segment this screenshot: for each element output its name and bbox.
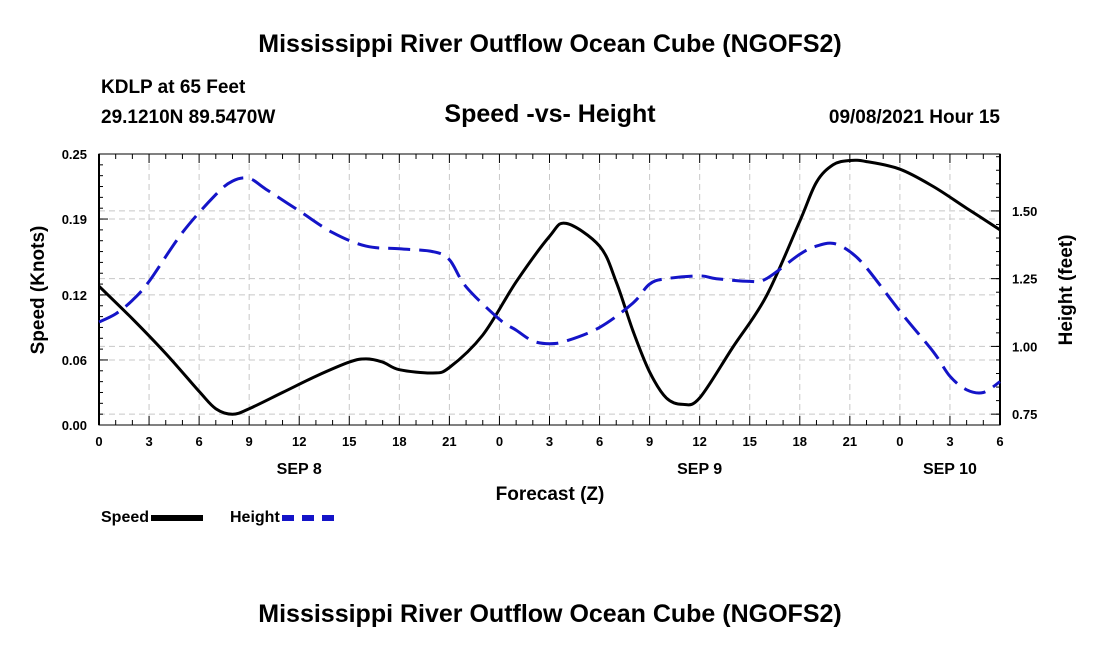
- y2-tick-label: 0.75: [1012, 407, 1037, 422]
- y2-tick-label: 1.50: [1012, 204, 1037, 219]
- x-tick-label: 9: [646, 434, 653, 449]
- tick-labels: 0 3 6 9 12 15 18 21 0 3 6 9 12 15 18 21 0 3 6 0.00 0.06 0.12 0…: [62, 147, 1038, 478]
- date-label: SEP 8: [277, 461, 322, 478]
- x-tick-label: 15: [742, 434, 756, 449]
- x-tick-label: 21: [442, 434, 456, 449]
- y2-tick-label: 1.25: [1012, 272, 1037, 287]
- legend-height-label: Height: [230, 509, 280, 526]
- y-tick-label: 0.00: [62, 418, 87, 433]
- series-lines: [97, 158, 1001, 416]
- ticks: [98, 153, 1001, 426]
- x-tick-label: 12: [292, 434, 306, 449]
- x-tick-label: 6: [195, 434, 202, 449]
- chart-title: Mississippi River Outflow Ocean Cube (NG…: [258, 30, 842, 58]
- x-tick-label: 18: [392, 434, 406, 449]
- chart-subtitle: Speed -vs- Height: [444, 100, 656, 128]
- footer-title: Mississippi River Outflow Ocean Cube (NG…: [258, 600, 842, 628]
- x-tick-label: 12: [692, 434, 706, 449]
- height-series-line: [98, 176, 1001, 395]
- grid-lines: [99, 154, 1000, 425]
- date-label: SEP 10: [923, 461, 977, 478]
- x-tick-label: 21: [843, 434, 857, 449]
- timestamp-label: 09/08/2021 Hour 15: [828, 107, 1000, 128]
- date-label: SEP 9: [677, 461, 722, 478]
- y-tick-label: 0.12: [62, 288, 87, 303]
- station-label: KDLP at 65 Feet: [101, 77, 246, 98]
- x-tick-label: 15: [342, 434, 356, 449]
- y-axis-label: Speed (Knots): [28, 226, 49, 355]
- legend-height: Height: [230, 509, 334, 527]
- x-tick-label: 6: [596, 434, 603, 449]
- x-tick-label: 0: [496, 434, 503, 449]
- x-tick-label: 3: [145, 434, 152, 449]
- legend-speed-label: Speed: [101, 509, 150, 526]
- x-tick-label: 0: [95, 434, 102, 449]
- y-tick-label: 0.25: [62, 147, 87, 162]
- x-tick-label: 3: [546, 434, 553, 449]
- x-tick-label: 6: [996, 434, 1003, 449]
- speed-series-line: [97, 158, 1001, 416]
- y2-axis-label: Height (feet): [1056, 235, 1077, 346]
- y-tick-label: 0.19: [62, 212, 87, 227]
- x-axis-label: Forecast (Z): [496, 484, 605, 505]
- location-label: 29.1210N 89.5470W: [101, 107, 276, 128]
- y-tick-label: 0.06: [62, 353, 87, 368]
- legend-height-swatch: [281, 515, 334, 521]
- y2-tick-label: 1.00: [1012, 339, 1037, 354]
- legend-speed-swatch: [151, 515, 204, 521]
- x-tick-label: 9: [246, 434, 253, 449]
- legend-speed: Speed: [101, 509, 204, 527]
- x-tick-label: 18: [793, 434, 807, 449]
- x-tick-label: 0: [896, 434, 903, 449]
- x-tick-label: 3: [946, 434, 953, 449]
